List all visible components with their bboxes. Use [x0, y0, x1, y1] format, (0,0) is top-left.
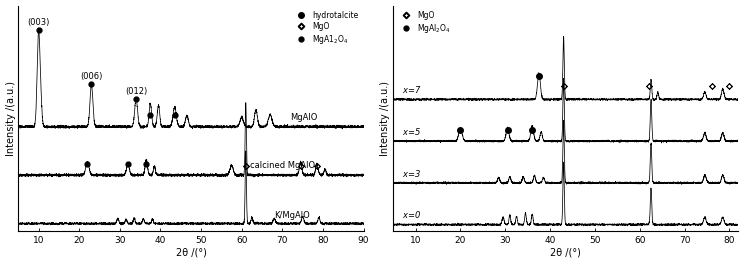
Y-axis label: Intensity /(a.u.): Intensity /(a.u.) — [5, 81, 16, 156]
Y-axis label: Intensity /(a.u.): Intensity /(a.u.) — [380, 81, 391, 156]
Text: (012): (012) — [125, 87, 147, 96]
Legend: MgO, MgAl$_2$O$_4$: MgO, MgAl$_2$O$_4$ — [397, 9, 452, 36]
Text: calcined MgAlO: calcined MgAlO — [250, 161, 315, 170]
X-axis label: 2θ /(°): 2θ /(°) — [551, 247, 581, 257]
Text: MgAlO: MgAlO — [290, 113, 318, 122]
Text: $x$=7: $x$=7 — [403, 84, 422, 95]
Text: (006): (006) — [80, 72, 103, 81]
Text: $x$=5: $x$=5 — [403, 126, 421, 137]
Legend: hydrotalcite, MgO, MgA1$_2$O$_4$: hydrotalcite, MgO, MgA1$_2$O$_4$ — [292, 9, 360, 47]
Text: $x$=0: $x$=0 — [403, 209, 421, 220]
X-axis label: 2θ /(°): 2θ /(°) — [176, 247, 206, 257]
Text: K/MgAlO: K/MgAlO — [275, 211, 310, 220]
Text: $x$=3: $x$=3 — [403, 168, 421, 179]
Text: (003): (003) — [28, 18, 50, 27]
